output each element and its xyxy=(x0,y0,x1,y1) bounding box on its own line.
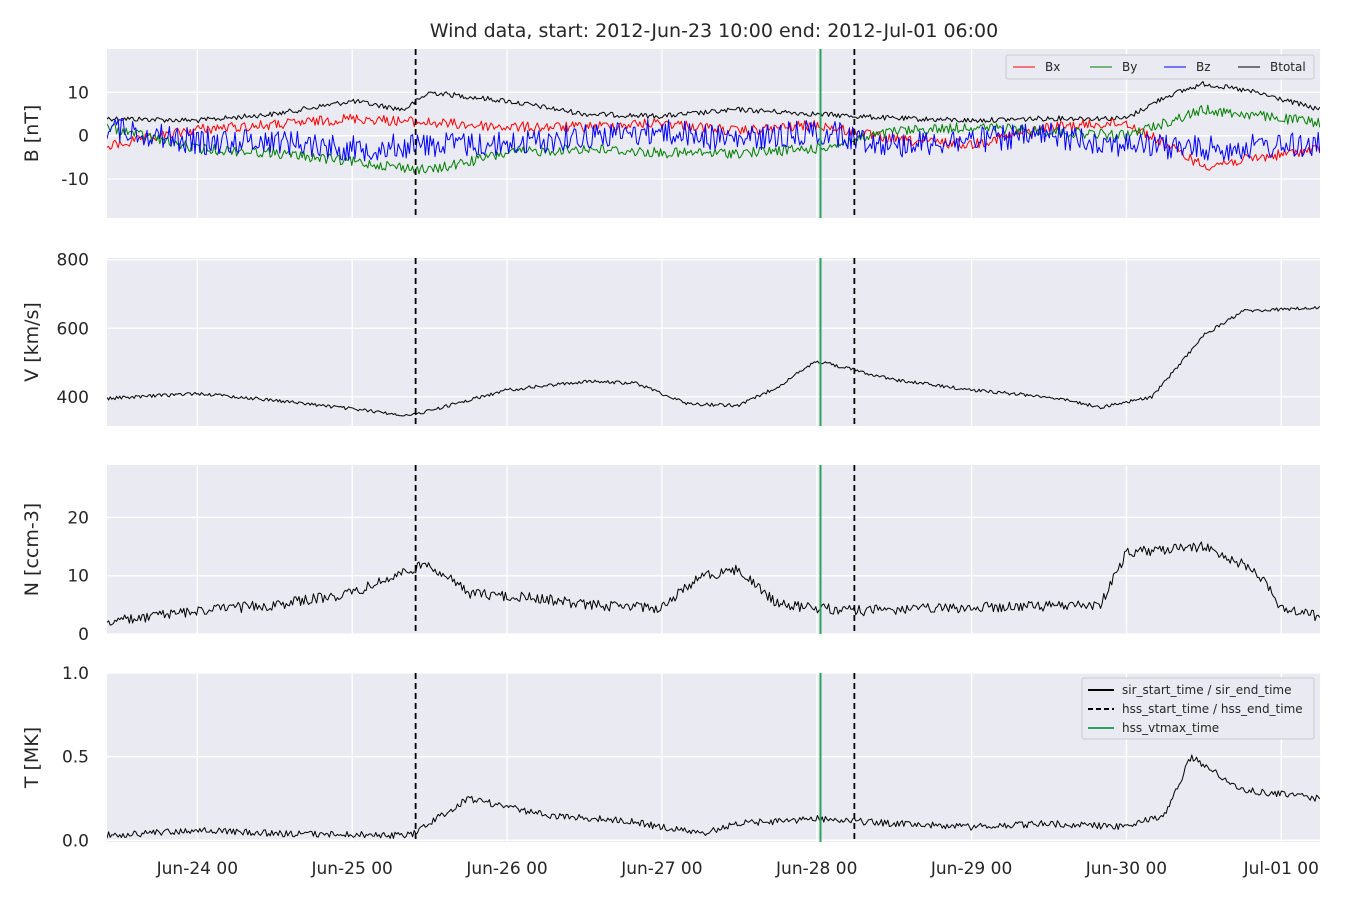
legend-label-1: hss_start_time / hss_end_time xyxy=(1122,702,1303,716)
x-tick-label: Jun-28 00 xyxy=(775,859,857,879)
series-n-line xyxy=(107,541,1320,626)
panel-B-series xyxy=(107,81,1320,175)
panel-T-series xyxy=(107,754,1320,839)
y-axis-label: V [km/s] xyxy=(21,302,43,382)
x-tick-label: Jun-24 00 xyxy=(156,859,238,879)
legend-label-bz: Bz xyxy=(1196,60,1211,74)
legend-label-0: sir_start_time / sir_end_time xyxy=(1122,683,1292,697)
panel-V-series xyxy=(107,306,1320,417)
panel-N-series xyxy=(107,541,1320,626)
y-tick-label: 10 xyxy=(67,83,89,103)
y-tick-label: -10 xyxy=(61,170,89,190)
legend-box xyxy=(1081,677,1315,740)
y-axis-label: T [MK] xyxy=(21,727,43,789)
panels-layer: 10 0 -10 B [nT] Bx By Bz Btotal 800 600 400 V [km/s… xyxy=(21,49,1320,851)
y-tick-label: 0.5 xyxy=(62,748,89,768)
panel-T: 1.0 0.5 0.0 T [MK] sir_start_time / sir_end_… xyxy=(21,664,1320,851)
chart-title: Wind data, start: 2012-Jun-23 10:00 end:… xyxy=(430,20,998,42)
y-tick-label: 10 xyxy=(67,567,89,587)
y-axis-label: B [nT] xyxy=(21,105,43,163)
panel-V: 800 600 400 V [km/s] xyxy=(21,251,1320,426)
y-tick-label: 400 xyxy=(57,388,89,408)
y-tick-label: 0 xyxy=(78,625,89,645)
x-tick-label: Jun-30 00 xyxy=(1085,859,1167,879)
y-tick-label: 0 xyxy=(78,127,89,147)
x-tick-label: Jun-26 00 xyxy=(465,859,547,879)
series-v-line xyxy=(107,306,1320,417)
y-tick-label: 1.0 xyxy=(62,664,89,684)
y-axis-label: N [ccm-3] xyxy=(21,503,43,596)
legend-magnetic-field: Bx By Bz Btotal xyxy=(1005,54,1315,80)
series-t-line xyxy=(107,754,1320,839)
panel-N-background xyxy=(107,465,1320,634)
legend-event-times: sir_start_time / sir_end_time hss_start_t… xyxy=(1081,677,1315,740)
y-tick-label: 20 xyxy=(67,508,89,528)
x-axis-tick-labels: Jun-24 00 Jun-25 00 Jun-26 00 Jun-27 00 Jun-… xyxy=(156,859,1319,879)
x-tick-label: Jun-27 00 xyxy=(620,859,702,879)
series-bz-line xyxy=(107,117,1320,162)
legend-label-2: hss_vtmax_time xyxy=(1122,721,1219,735)
y-tick-label: 800 xyxy=(57,251,89,271)
y-tick-label: 600 xyxy=(57,319,89,339)
legend-box xyxy=(1005,54,1315,80)
x-tick-label: Jun-29 00 xyxy=(930,859,1012,879)
panel-B: 10 0 -10 B [nT] Bx By Bz Btotal xyxy=(21,49,1320,218)
legend-label-by: By xyxy=(1122,60,1137,74)
y-tick-label: 0.0 xyxy=(62,831,89,851)
x-tick-label: Jun-25 00 xyxy=(310,859,392,879)
x-tick-label: Jul-01 00 xyxy=(1243,859,1319,879)
legend-label-bx: Bx xyxy=(1045,60,1060,74)
panel-V-background xyxy=(107,258,1320,426)
series-btotal-line xyxy=(107,81,1320,124)
panel-N: 20 10 0 N [ccm-3] xyxy=(21,465,1320,645)
series-by-line xyxy=(107,104,1320,175)
legend-label-btotal: Btotal xyxy=(1270,60,1306,74)
